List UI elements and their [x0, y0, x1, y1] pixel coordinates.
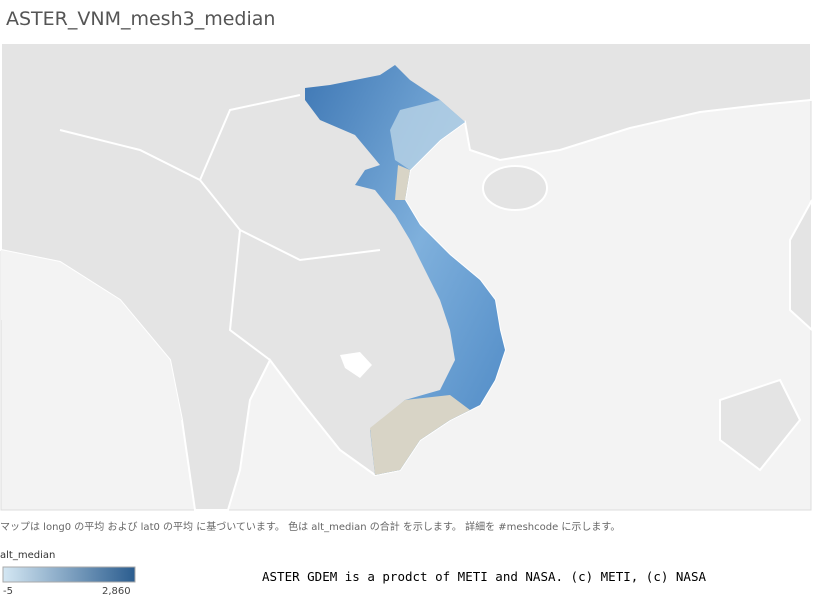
caption: マップは long0 の平均 および lat0 の平均 に基づいています。 色は…: [0, 522, 621, 533]
philippines: [719, 199, 813, 472]
coastal-lowland: [395, 165, 410, 200]
lake: [340, 352, 372, 378]
mekong-delta: [370, 395, 470, 475]
red-river-delta: [390, 100, 465, 170]
sea: [1, 250, 182, 430]
legend-min: -5: [3, 586, 13, 597]
legend-title: alt_median: [0, 550, 56, 561]
credit: ASTER GDEM is a prodct of METI and NASA.…: [262, 569, 707, 584]
legend-color-ramp: [2, 566, 136, 583]
borders: [59, 94, 381, 361]
title: ASTER_VNM_mesh3_median: [6, 8, 276, 30]
legend-max: 2,860: [102, 586, 131, 597]
hainan: [482, 165, 548, 211]
vietnam: [305, 65, 505, 475]
